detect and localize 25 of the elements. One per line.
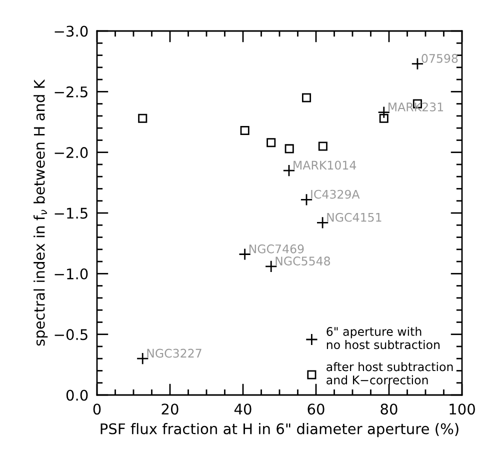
annotation: NGC3227 <box>147 348 202 358</box>
y-tick-label: −1.0 <box>54 268 88 280</box>
annotation: MARK1014 <box>294 160 356 170</box>
y-tick-label: −0.5 <box>54 329 88 340</box>
y-tick-label: 0.0 <box>66 390 88 401</box>
annotation: NGC7469 <box>249 244 304 254</box>
y-tick-label: −1.5 <box>54 208 88 219</box>
annotation: IC4329A <box>311 190 360 199</box>
legend-label: after host subtraction and K−correction <box>326 362 453 384</box>
legend-label: 6" aperture with no host subtraction <box>326 326 440 350</box>
y-tick-label: −2.5 <box>54 86 88 98</box>
y-tick-label: −3.0 <box>54 26 88 37</box>
x-tick-label: 60 <box>308 404 324 415</box>
x-tick-label: 40 <box>234 404 252 415</box>
x-tick-label: 80 <box>380 404 398 415</box>
annotation: NGC4151 <box>327 212 382 222</box>
y-tick-label: −2.0 <box>54 147 88 158</box>
x-tick-label: 20 <box>162 404 178 415</box>
y-axis-title: spectral index in f$_{ν}$ between H and K <box>34 79 48 346</box>
annotation: MARK231 <box>388 102 444 112</box>
x-tick-label: 0 <box>93 404 101 415</box>
x-axis-title: PSF flux fraction at H in 6" diameter aperture (%) <box>100 423 458 438</box>
annotation: 07598 <box>422 54 458 63</box>
annotation: NGC5548 <box>276 256 330 266</box>
x-tick-label: 100 <box>450 404 475 415</box>
